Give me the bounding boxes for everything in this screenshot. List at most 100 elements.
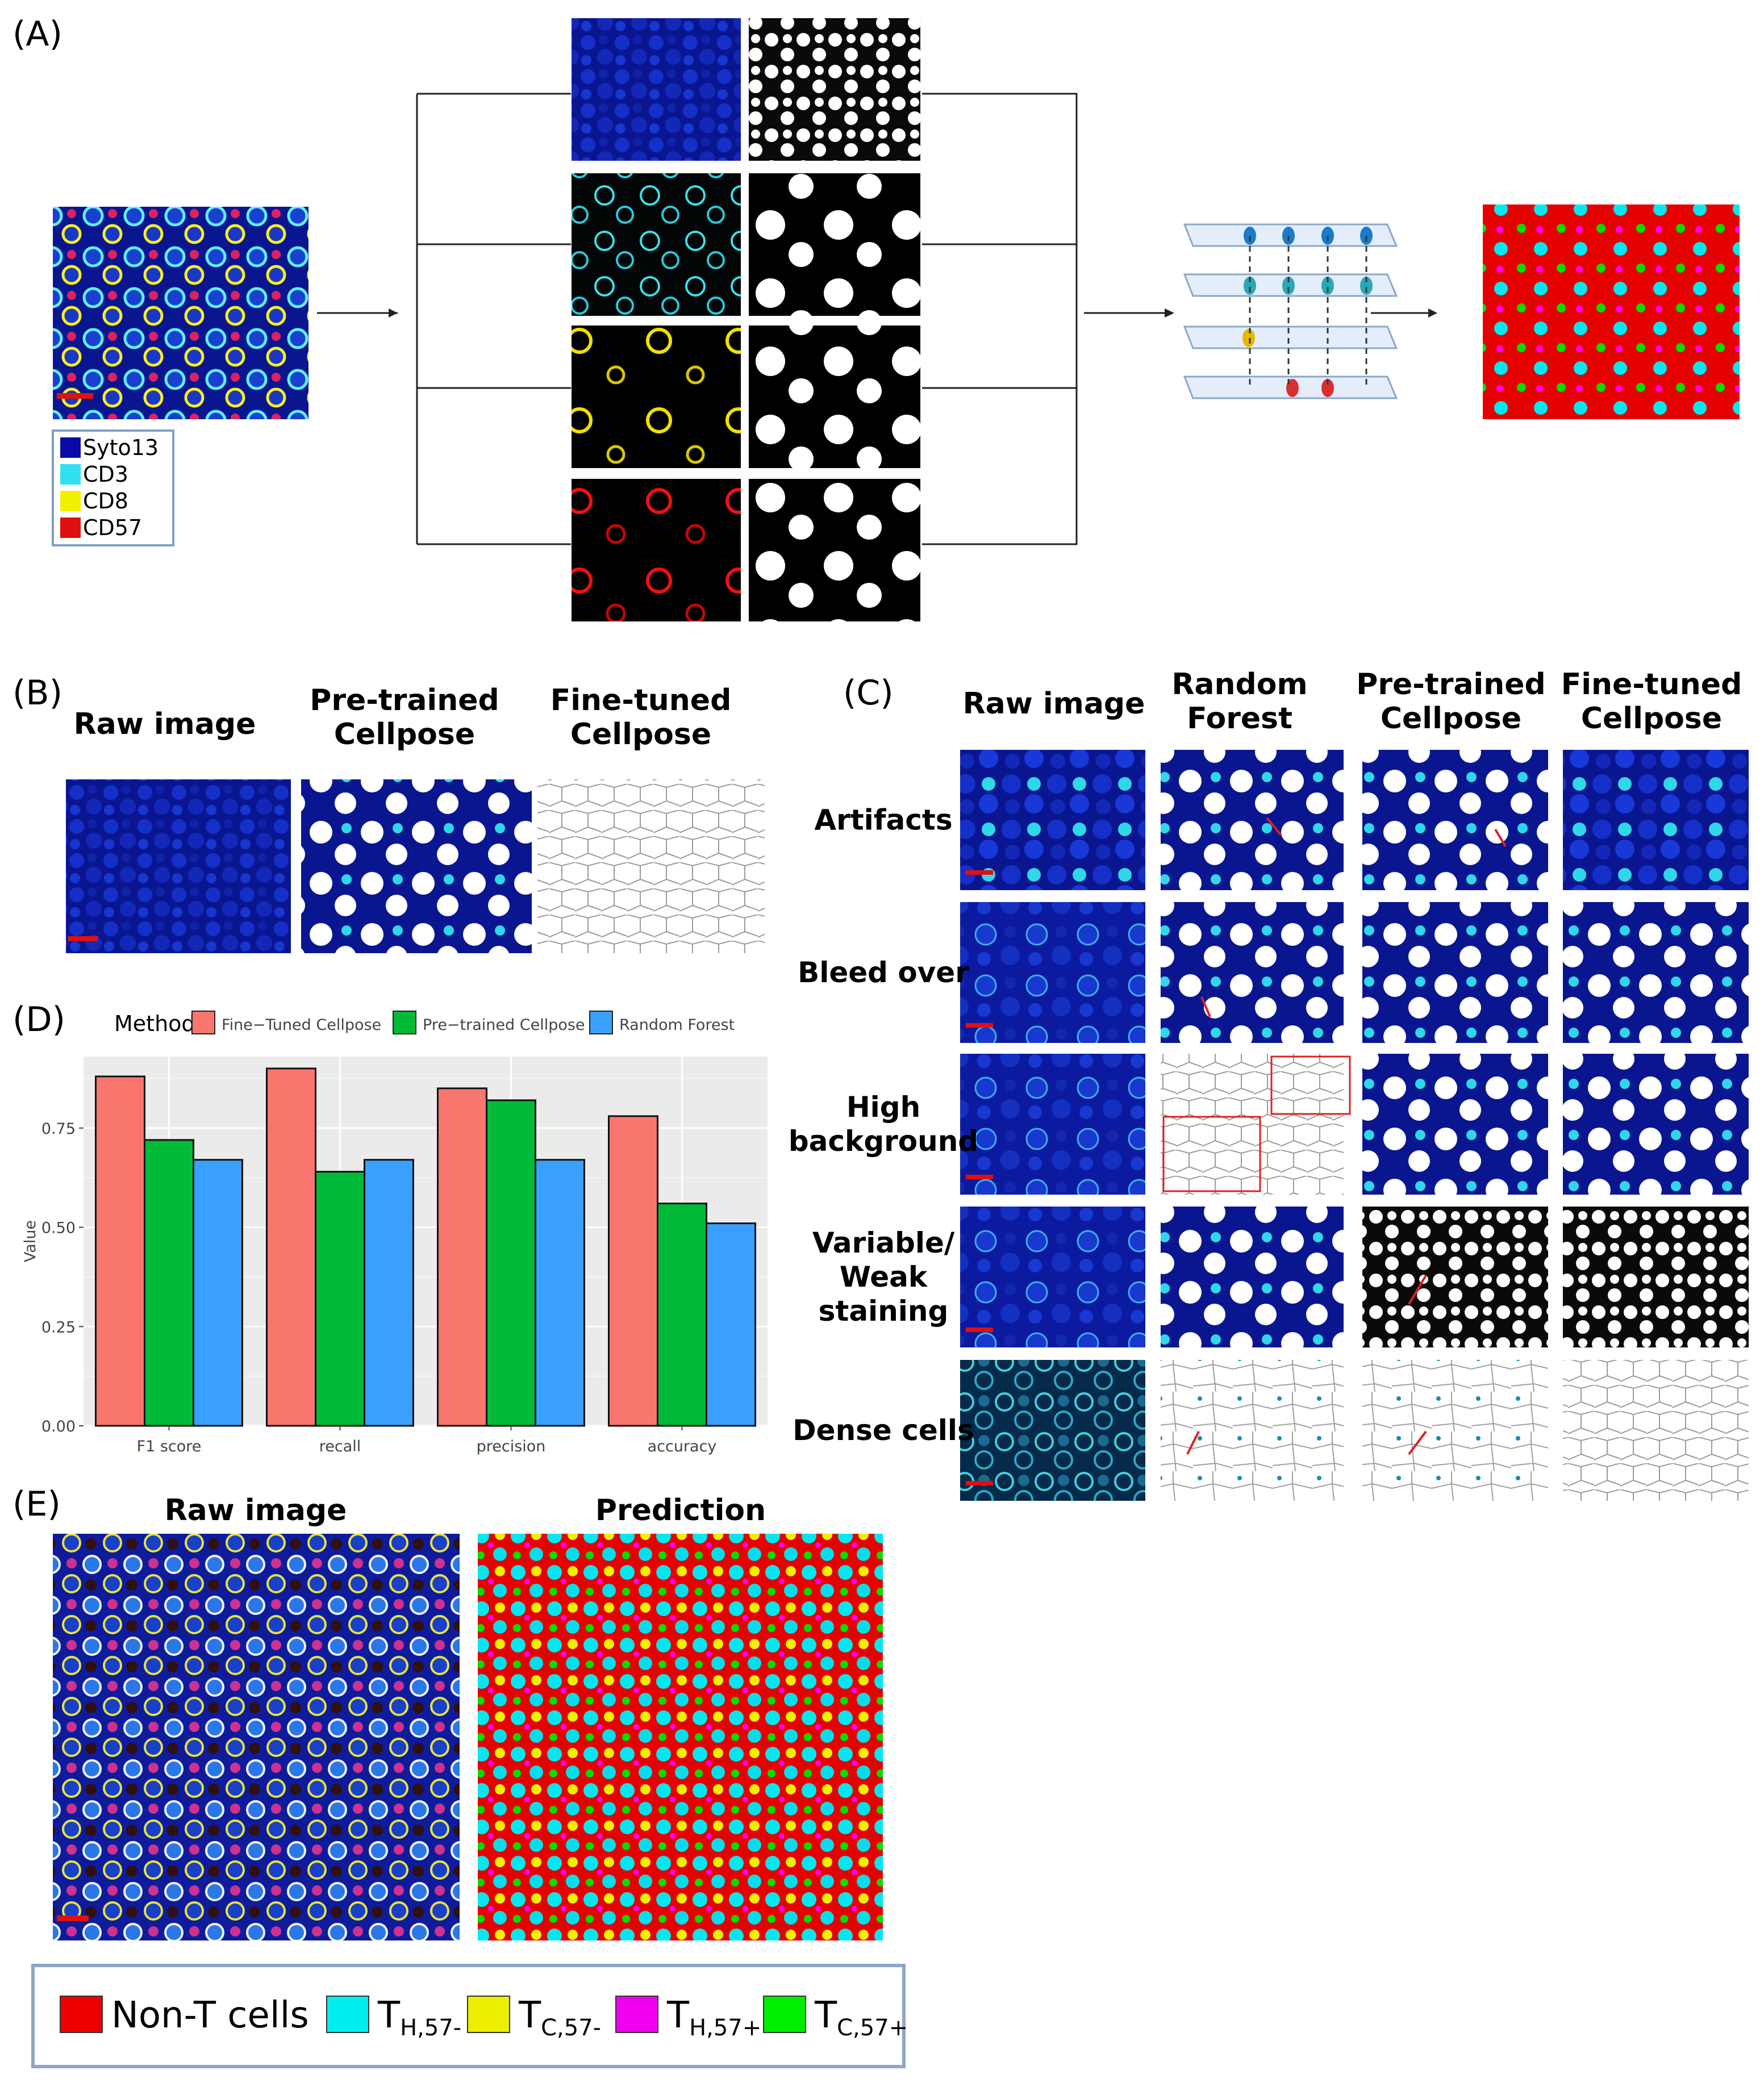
class-legend-swatch [326,1996,369,2033]
legend-swatch [393,1011,416,1034]
panel-c-segmentation-image [1362,1207,1548,1347]
red-arrow [1408,1274,1427,1305]
bar [657,1203,707,1427]
panel-e-header: Prediction [595,1493,766,1527]
red-arrow [1494,828,1507,848]
panel-c-row-label: Weak [840,1261,928,1293]
panel-b-header: Pre-trained [310,683,499,717]
panel-c-header: Raw image [963,687,1145,721]
arrow-head [1165,308,1174,318]
legend-swatch [589,1011,613,1034]
panel-b-header: Raw image [74,707,256,741]
highlight-box [1162,1116,1261,1192]
bar [364,1159,414,1427]
legend-title: Method [114,1011,195,1036]
channel-mask-image [749,325,920,468]
class-legend-label: TC,57- [518,1994,601,2041]
scale-bar [966,1481,993,1485]
panel-c-segmentation-image [1563,1360,1749,1501]
channel-image [572,325,741,468]
cell-dot [1244,277,1256,295]
panel-c-segmentation-image [1563,902,1749,1043]
class-legend-label: Non-T cells [111,1994,309,2036]
class-legend-label: TC,57+ [814,1994,908,2041]
class-legend-swatch [60,1996,103,2033]
bar [437,1087,487,1427]
bar [266,1067,316,1427]
cell-dot [1360,277,1373,295]
panel-e-prediction-image [478,1534,883,1940]
panel-b-header: Cellpose [570,717,711,752]
class-legend-sub: C,57- [541,2015,601,2041]
red-arrow [1186,1431,1200,1455]
scale-bar [68,936,98,941]
panel-c-segmentation-image [1362,1054,1548,1195]
scale-bar [966,1023,993,1028]
panel-e-header: Raw image [165,1493,347,1527]
panel-c-raw-image [960,1360,1145,1501]
panel-c-header: Pre-trained [1356,667,1546,702]
panel-c-segmentation-image [1362,1360,1548,1501]
red-arrow [1408,1430,1427,1455]
class-legend-label: TH,57+ [666,1994,761,2041]
x-tick-label: accuracy [648,1438,717,1455]
class-legend-swatch [763,1996,806,2033]
class-legend-sub: H,57+ [689,2015,761,2041]
panel-c-row-label: Dense cells [793,1414,974,1447]
marker-legend-label: CD8 [83,489,128,514]
class-legend-main: Non-T cells [111,1994,309,2036]
panel-c-raw-image [960,1054,1145,1195]
marker-legend-label: CD57 [83,515,142,540]
class-legend-swatch [467,1996,510,2033]
arrow-head [1428,308,1437,318]
y-tick-label: 0.75 [41,1120,76,1138]
scale-bar [57,393,93,399]
panel-c-letter: (C) [843,673,894,713]
legend-label: Pre−trained Cellpose [423,1016,585,1034]
panel-c-row-label: High [846,1091,920,1124]
split-bracket [416,93,571,545]
class-legend-main: T [518,1994,541,2036]
panel-c-row-label: Variable/ [812,1226,955,1259]
panel-c-segmentation-image [1161,902,1344,1043]
panel-c-segmentation-image [1362,750,1548,890]
scale-bar [966,870,993,875]
panel-b-header: Fine-tuned [551,683,732,717]
class-legend-swatch [615,1996,658,2033]
panel-c-header: Forest [1187,702,1292,736]
channel-image [572,173,741,316]
channel-image [572,479,741,621]
bar [193,1159,243,1427]
x-tick-label: recall [319,1438,361,1455]
panel-c-segmentation-image [1161,1054,1344,1195]
marker-legend-label: CD3 [83,462,128,487]
bar [95,1075,145,1427]
bar [706,1222,756,1427]
panel-a-composite-image [53,207,308,419]
layer-plate [1183,325,1398,349]
legend-swatch [191,1011,215,1034]
bar [608,1115,658,1427]
bar [144,1139,194,1427]
y-axis-label: Value [22,1220,39,1262]
panel-d-letter: (D) [12,1000,65,1040]
scale-bar [57,1915,89,1921]
panel-b-finetuned-image [537,779,765,953]
marker-legend-label: Syto13 [83,435,159,460]
panel-c-segmentation-image [1563,750,1749,890]
marker-legend-swatch [60,437,81,458]
panel-c-segmentation-image [1563,1207,1749,1347]
y-tick-label: 0.25 [41,1318,76,1336]
marker-legend-swatch [60,464,81,485]
x-tick-label: precision [477,1438,546,1455]
bar [315,1171,365,1427]
panel-e-raw-image [53,1534,460,1940]
panel-a-letter: (A) [12,14,62,54]
legend-label: Fine−Tuned Cellpose [222,1016,381,1034]
panel-c-header: Cellpose [1581,702,1722,736]
panel-c-row-label: Artifacts [814,804,952,837]
panel-c-raw-image [960,750,1145,890]
panel-c-header: Random [1171,667,1307,702]
